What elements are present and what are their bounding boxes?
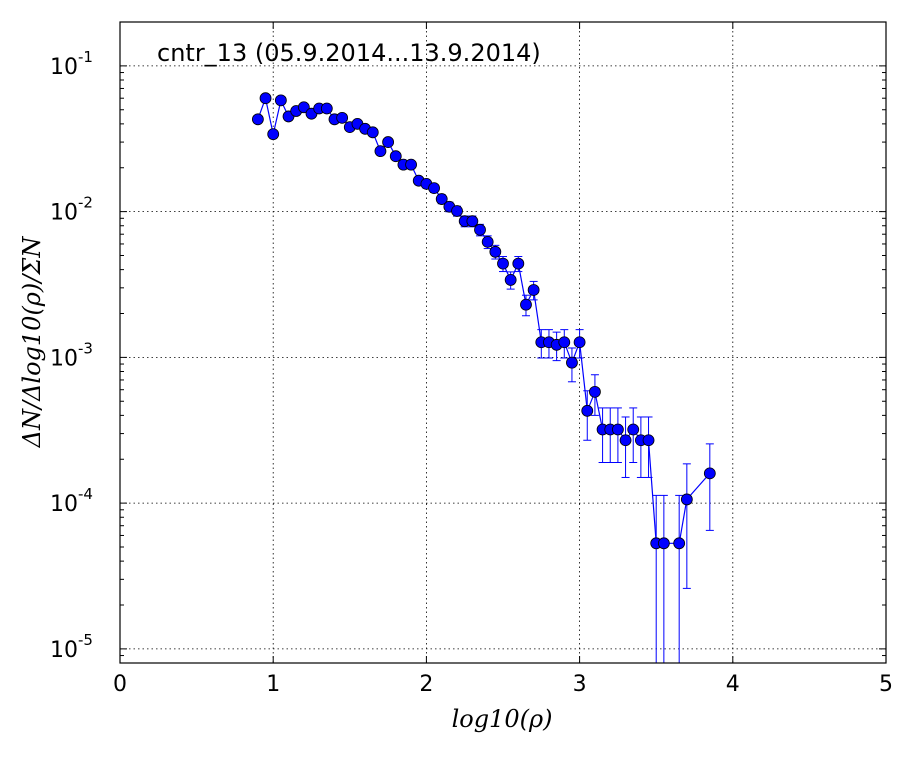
data-point bbox=[504, 274, 517, 286]
data-point bbox=[642, 434, 655, 447]
data-point bbox=[297, 101, 310, 114]
x-tick-label: 5 bbox=[879, 672, 893, 697]
data-point bbox=[573, 336, 586, 349]
y-tick-label: 10 bbox=[50, 638, 78, 663]
data-point bbox=[374, 145, 387, 158]
data-point bbox=[267, 128, 280, 141]
y-tick-exponent: -1 bbox=[78, 48, 93, 66]
y-tick-exponent: -3 bbox=[78, 339, 93, 357]
y-tick-label: 10 bbox=[50, 55, 78, 80]
y-tick-label: 10 bbox=[50, 346, 78, 371]
data-point bbox=[673, 537, 686, 550]
data-point bbox=[558, 336, 571, 349]
y-axis-label: ΔN/Δlog10(ρ)/ΣN bbox=[18, 236, 46, 449]
x-axis-label: log10(ρ) bbox=[452, 705, 553, 733]
data-point bbox=[251, 113, 264, 126]
y-tick-exponent: -4 bbox=[78, 485, 93, 503]
plot-frame bbox=[119, 21, 887, 664]
data-point bbox=[259, 92, 272, 105]
y-tick-exponent: -2 bbox=[78, 194, 93, 212]
data-point bbox=[481, 235, 494, 248]
chart-title: cntr_13 (05.9.2014...13.9.2014) bbox=[157, 39, 541, 67]
y-tick-exponent: -5 bbox=[78, 631, 93, 649]
data-point bbox=[680, 493, 693, 506]
x-tick-label: 3 bbox=[573, 672, 587, 697]
data-point bbox=[566, 356, 578, 369]
x-tick-label: 0 bbox=[113, 672, 127, 697]
data-point bbox=[428, 182, 440, 195]
x-tick-label: 2 bbox=[419, 672, 433, 697]
data-point bbox=[512, 257, 525, 270]
series-layer bbox=[251, 92, 716, 663]
data-point bbox=[382, 136, 395, 148]
ticks: 0 1 2 3 4 510-110-210-310-410-5 bbox=[50, 22, 893, 697]
data-point bbox=[274, 94, 287, 107]
x-tick-label: 1 bbox=[266, 672, 280, 697]
data-point bbox=[497, 257, 509, 270]
data-point bbox=[389, 150, 402, 163]
data-point bbox=[366, 126, 379, 139]
data-point bbox=[627, 423, 640, 436]
y-tick-label: 10 bbox=[50, 492, 78, 517]
data-point bbox=[612, 423, 624, 436]
data-point bbox=[336, 111, 349, 124]
data-point bbox=[520, 298, 532, 311]
data-point bbox=[320, 102, 333, 115]
data-point bbox=[466, 215, 479, 228]
data-point bbox=[435, 193, 448, 205]
data-point bbox=[703, 467, 716, 480]
data-point bbox=[657, 537, 670, 550]
x-tick-label: 4 bbox=[726, 672, 740, 697]
data-point bbox=[619, 434, 632, 447]
data-point bbox=[405, 158, 417, 171]
data-point bbox=[451, 205, 463, 217]
y-tick-label: 10 bbox=[50, 201, 78, 226]
data-point bbox=[527, 284, 540, 296]
data-point bbox=[474, 223, 486, 236]
data-point bbox=[581, 404, 594, 417]
data-point bbox=[489, 245, 502, 258]
data-point bbox=[589, 385, 601, 398]
